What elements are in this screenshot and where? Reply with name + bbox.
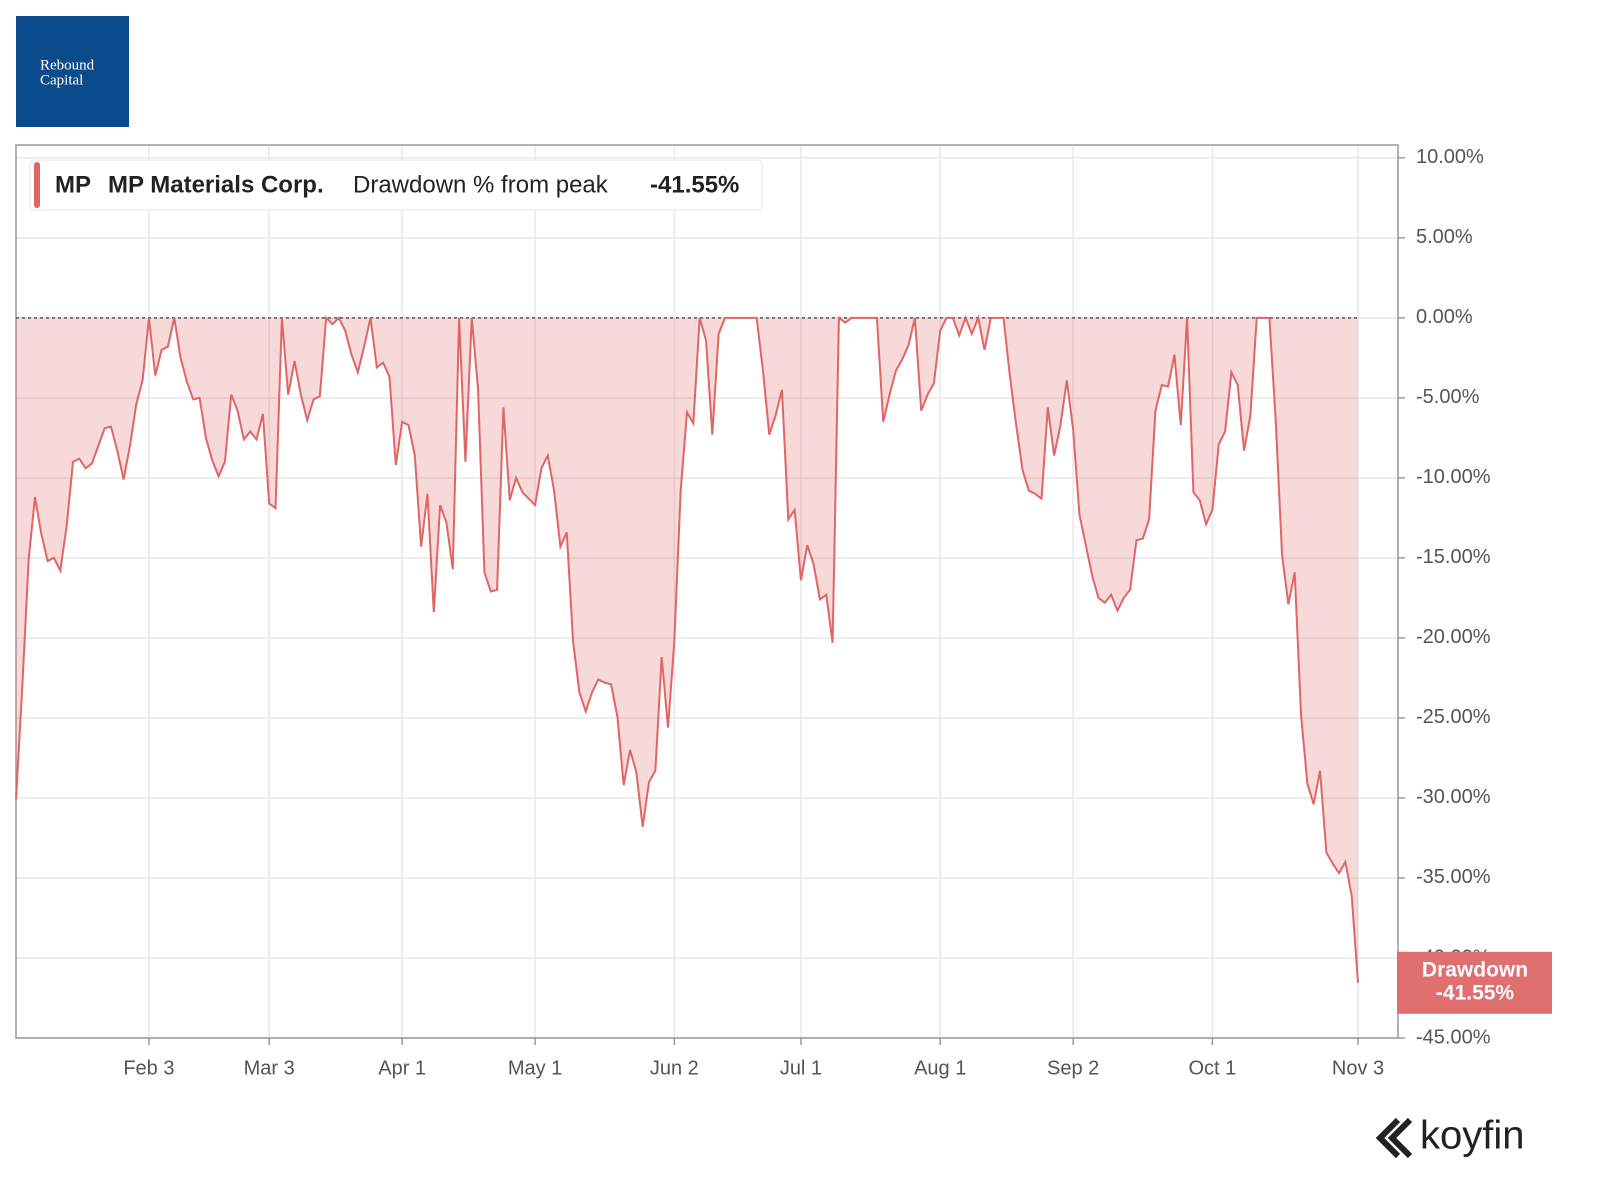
y-tick-label: -10.00%: [1416, 466, 1491, 488]
plot-border: [15, 144, 1399, 1039]
y-tick-label: -15.00%: [1416, 546, 1491, 568]
y-tick-label: -25.00%: [1416, 706, 1491, 728]
logo-text: Rebound: [40, 57, 95, 73]
x-tick-label: May 1: [508, 1057, 562, 1079]
y-tick-label: -30.00%: [1416, 786, 1491, 808]
legend-swatch: [34, 162, 40, 208]
plot: 10.00% 5.00% 0.00% -5.00% -10.00% -15.00% -20.…: [15, 144, 1552, 1079]
watermark-icon: [1375, 1117, 1401, 1159]
y-tick-label: 10.00%: [1416, 146, 1484, 168]
watermark: koyfin: [1375, 1114, 1525, 1159]
y-tick-label: -45.00%: [1416, 1026, 1491, 1048]
badge: Drawdown-41.55%: [1397, 951, 1552, 1014]
legend: MP MP Materials Corp. Drawdown % from pe…: [29, 159, 763, 211]
legend-name: MP Materials Corp.: [108, 171, 324, 198]
x-tick-label: Jul 1: [780, 1057, 822, 1079]
x-tick-label: Sep 2: [1047, 1057, 1099, 1079]
badge-label: Drawdown: [1422, 958, 1528, 981]
logo-box: [16, 16, 129, 127]
x-tick-label: Apr 1: [378, 1057, 426, 1079]
y-tick-label: -20.00%: [1416, 626, 1491, 648]
watermark-icon: [1387, 1117, 1413, 1159]
x-tick-label: Oct 1: [1189, 1057, 1237, 1079]
watermark-text: koyfin: [1420, 1114, 1525, 1158]
x-tick-label: Nov 3: [1332, 1057, 1384, 1079]
y-tick-label: -5.00%: [1416, 386, 1480, 408]
legend-value: -41.55%: [650, 171, 739, 198]
legend-ticker: MP: [55, 171, 91, 198]
x-tick-label: Aug 1: [914, 1057, 966, 1079]
badge-box: [1397, 951, 1552, 1014]
legend-series: Drawdown % from peak: [353, 171, 609, 198]
badge-value: -41.55%: [1436, 981, 1515, 1004]
y-tick-label: 0.00%: [1416, 306, 1473, 328]
x-tick-label: Mar 3: [244, 1057, 295, 1079]
logo-text: Capital: [40, 72, 83, 88]
x-tick-label: Jun 2: [650, 1057, 699, 1079]
x-tick-label: Feb 3: [123, 1057, 174, 1079]
legend-box: [29, 159, 763, 211]
y-tick-label: 5.00%: [1416, 226, 1473, 248]
plot-area: [16, 145, 1398, 1038]
area: [16, 317, 1358, 983]
line: [15, 314, 1359, 983]
y-tick-label: -35.00%: [1416, 866, 1491, 888]
